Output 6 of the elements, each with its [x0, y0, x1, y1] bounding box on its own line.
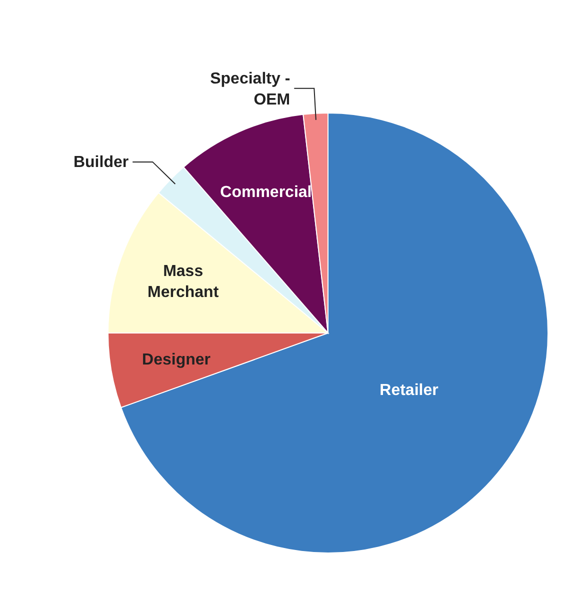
slice-label: Commercial [220, 184, 312, 201]
slice-label: Builder [73, 153, 129, 170]
slice-label: Specialty - OEM [210, 70, 290, 108]
slice-label: Designer [142, 350, 211, 368]
slice-label: Retailer [380, 381, 438, 398]
slice-label: Mass Merchant [148, 262, 220, 300]
